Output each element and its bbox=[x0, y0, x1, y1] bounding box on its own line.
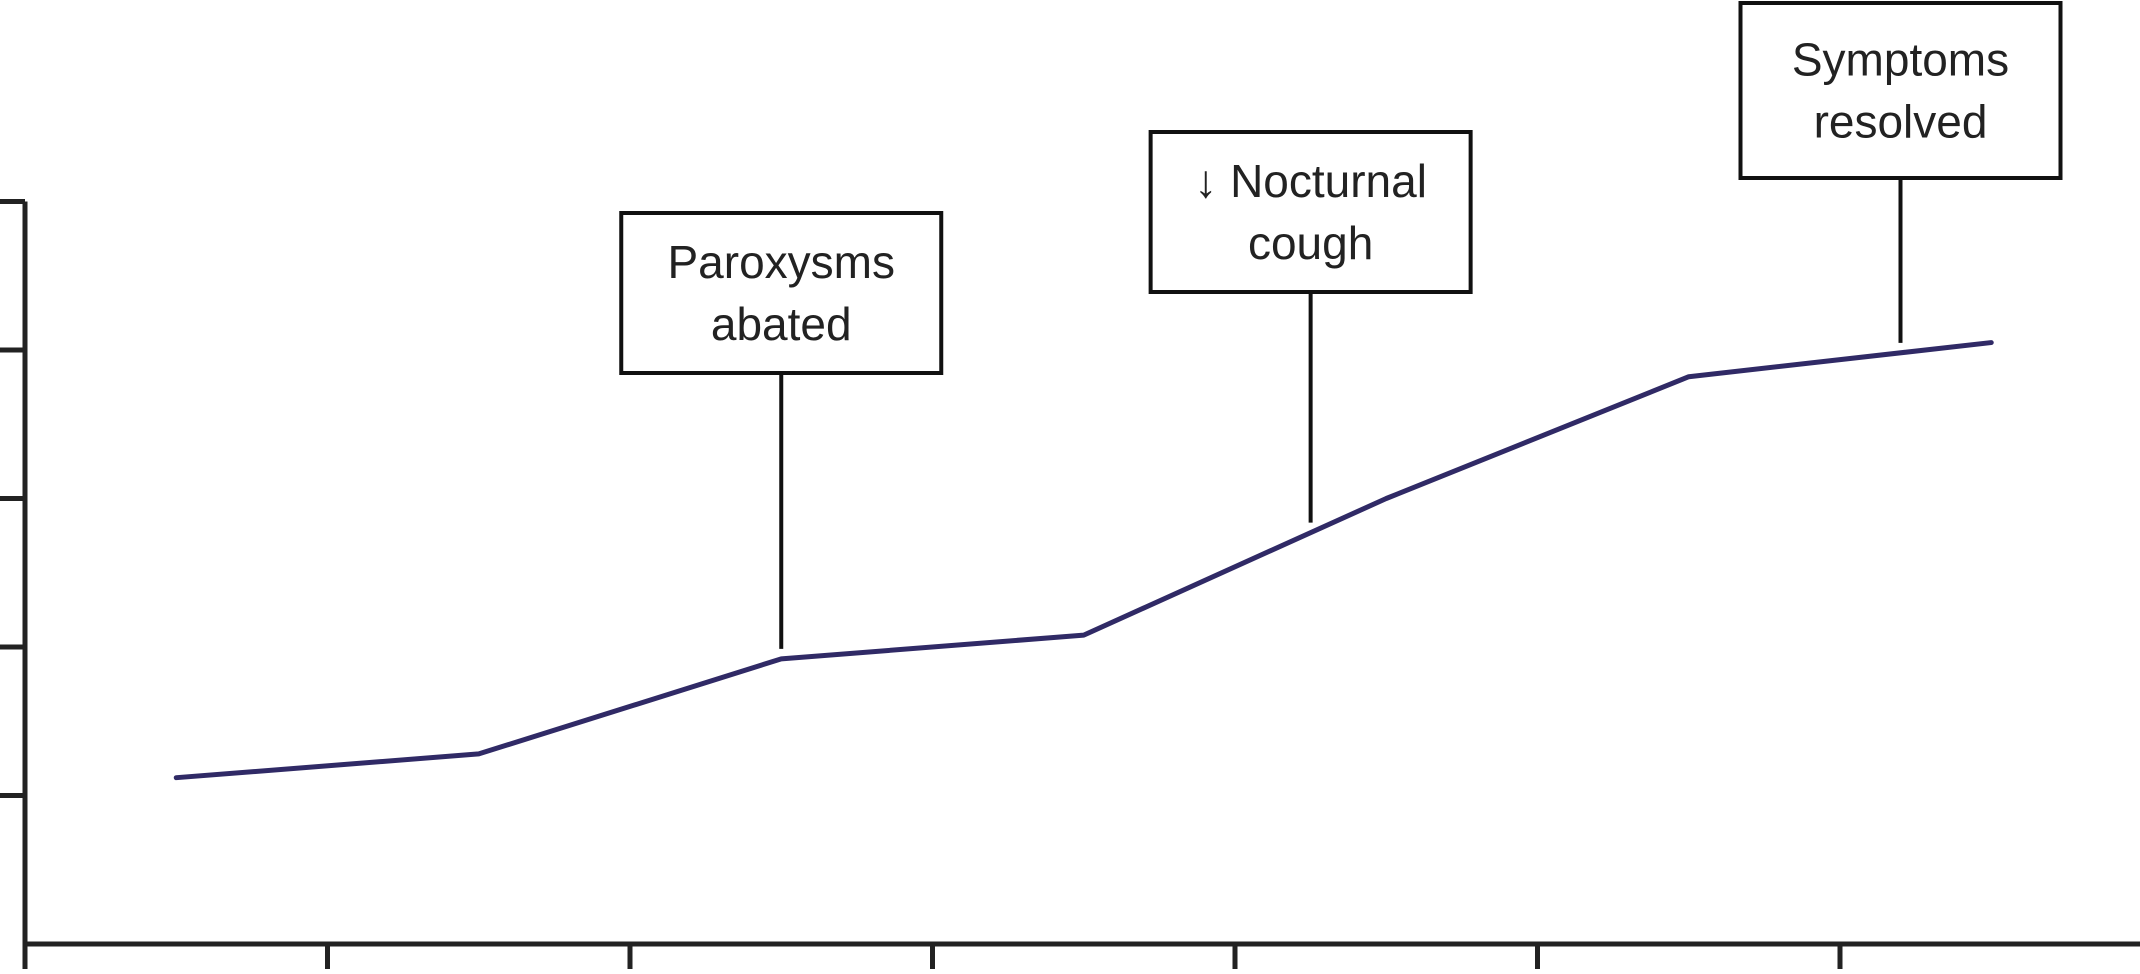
annotation-text-0-1: abated bbox=[711, 298, 852, 350]
series-line-0 bbox=[173, 340, 1994, 781]
annotation-text-2-1: resolved bbox=[1814, 96, 1988, 148]
annotation-box-0 bbox=[619, 211, 944, 375]
annotation-text-1-1: cough bbox=[1248, 217, 1373, 269]
y-ticks bbox=[0, 199, 25, 798]
annotation-2: Symptoms resolved bbox=[1738, 1, 2063, 343]
annotation-text-0-0: Paroxysms bbox=[668, 236, 895, 288]
x-ticks bbox=[22, 944, 1843, 969]
annotation-box-1 bbox=[1148, 130, 1473, 294]
series-layer bbox=[173, 340, 1994, 781]
annotation-text-1-0: ↓ Nocturnal bbox=[1194, 155, 1427, 207]
annotation-1: ↓ Nocturnal cough bbox=[1148, 130, 1473, 523]
annotation-0: Paroxysms abated bbox=[619, 211, 944, 649]
annotation-layer: Paroxysms abated ↓ Nocturnal cough Symptoms r… bbox=[619, 1, 2063, 649]
annotation-box-2 bbox=[1738, 1, 2063, 180]
annotation-text-2-0: Symptoms bbox=[1792, 34, 2009, 86]
